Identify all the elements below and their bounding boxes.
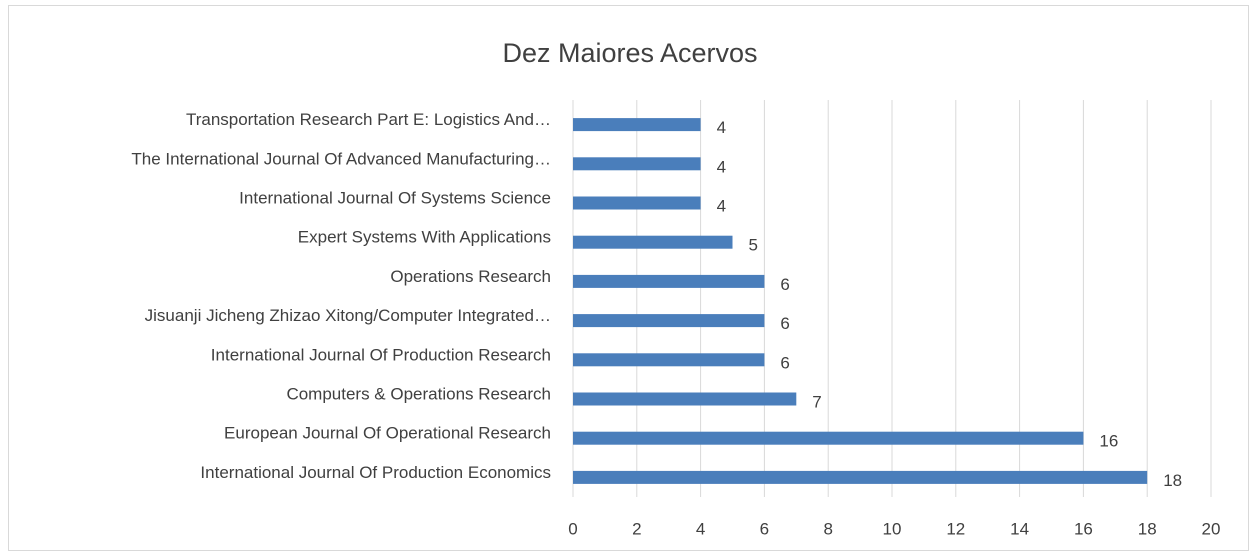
x-tick-label: 18 [1138,519,1157,538]
bar [573,392,797,406]
y-tick-label: Operations Research [390,267,551,286]
value-label: 6 [780,353,789,372]
y-tick-label: Computers & Operations Research [286,384,551,403]
value-label: 5 [749,236,758,255]
x-tick-label: 10 [883,519,902,538]
y-tick-label: International Journal Of Production Econ… [200,463,551,482]
value-label: 6 [780,275,789,294]
bar [573,118,701,132]
bar [573,157,701,171]
value-label: 4 [717,196,726,215]
bar [573,353,765,367]
x-tick-label: 0 [568,519,577,538]
value-label: 16 [1099,432,1118,451]
x-tick-label: 16 [1074,519,1093,538]
bar [573,235,733,249]
x-tick-label: 12 [946,519,965,538]
y-tick-label: Expert Systems With Applications [298,228,551,247]
bar [573,470,1148,484]
x-tick-label: 2 [632,519,641,538]
x-tick-label: 14 [1010,519,1029,538]
y-tick-label: International Journal Of Systems Science [239,188,551,207]
x-tick-label: 6 [760,519,769,538]
y-tick-label: Transportation Research Part E: Logistic… [186,110,551,129]
value-label: 6 [780,314,789,333]
value-label: 18 [1163,471,1182,490]
chart-title: Dez Maiores Acervos [502,38,757,68]
value-label: 4 [717,118,726,137]
y-tick-label: The International Journal Of Advanced Ma… [131,149,551,168]
x-tick-label: 20 [1202,519,1221,538]
bar [573,196,701,210]
y-tick-label: Jisuanji Jicheng Zhizao Xitong/Computer … [145,306,551,325]
y-tick-label: European Journal Of Operational Research [224,424,551,443]
bar [573,274,765,288]
bar [573,314,765,328]
x-tick-label: 8 [823,519,832,538]
bar [573,431,1084,445]
value-label: 4 [717,157,726,176]
y-tick-label: International Journal Of Production Rese… [211,345,551,364]
value-label: 7 [812,392,821,411]
x-tick-label: 4 [696,519,705,538]
